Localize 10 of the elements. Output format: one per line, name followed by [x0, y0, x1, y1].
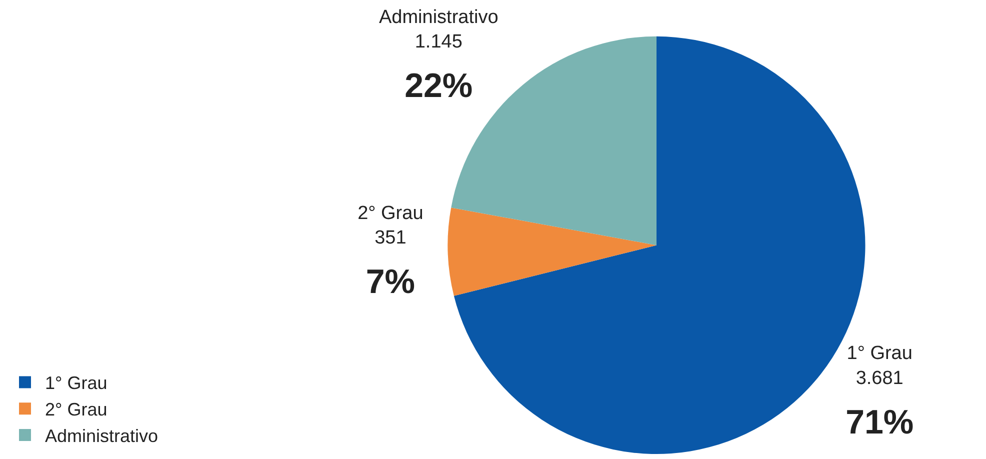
data-label: 351 7%	[366, 228, 416, 301]
data-label: 1.145 22%	[404, 32, 473, 105]
slice-label: 1° Grau	[846, 343, 912, 364]
legend-label: 2° Grau	[45, 400, 108, 420]
slice-label: Administrativo	[378, 6, 498, 28]
data-label: 3.681 71%	[846, 368, 914, 442]
legend-label: Administrativo	[45, 426, 158, 446]
pie-slice	[448, 208, 656, 296]
slice-label: 2° Grau	[358, 202, 424, 224]
legend-label: 1° Grau	[45, 373, 108, 394]
